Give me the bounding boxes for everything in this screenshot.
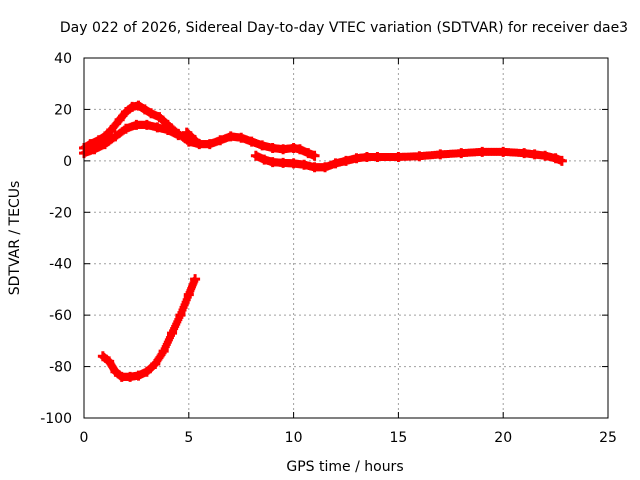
series-0	[79, 100, 320, 161]
x-tick-label: 20	[494, 430, 512, 446]
data-point	[556, 155, 567, 166]
y-tick-label: -100	[40, 411, 72, 427]
plot-frame	[83, 57, 609, 419]
series-3	[250, 146, 567, 173]
x-tick-label: 0	[80, 430, 89, 446]
data-point	[309, 150, 320, 161]
data-series	[79, 100, 567, 382]
y-tick-label: 20	[54, 102, 72, 118]
y-tick-label: -20	[49, 205, 72, 221]
series-4	[97, 274, 201, 382]
y-tick-label: -40	[49, 257, 72, 273]
x-tick-label: 10	[285, 430, 303, 446]
grid-lines	[84, 58, 608, 418]
y-tick-label: 0	[63, 154, 72, 170]
series-2	[181, 127, 201, 146]
chart-title: Day 022 of 2026, Sidereal Day-to-day VTE…	[60, 20, 628, 36]
data-point	[173, 130, 184, 141]
data-point	[190, 135, 201, 146]
data-point	[190, 274, 201, 285]
y-tick-label: 40	[54, 51, 72, 67]
y-tick-label: -60	[49, 308, 72, 324]
y-axis-ticks: -100 -80 -60 -40 -20 0 20 40	[40, 51, 608, 427]
x-tick-label: 25	[599, 430, 617, 446]
x-tick-label: 15	[389, 430, 407, 446]
y-axis-label: SDTVAR / TECUs	[7, 181, 23, 296]
x-axis-label: GPS time / hours	[286, 459, 403, 475]
series-1	[79, 119, 184, 159]
y-tick-label: -80	[49, 360, 72, 376]
x-axis-ticks: 0 5 10 15 20 25	[80, 58, 617, 446]
x-tick-label: 5	[184, 430, 193, 446]
